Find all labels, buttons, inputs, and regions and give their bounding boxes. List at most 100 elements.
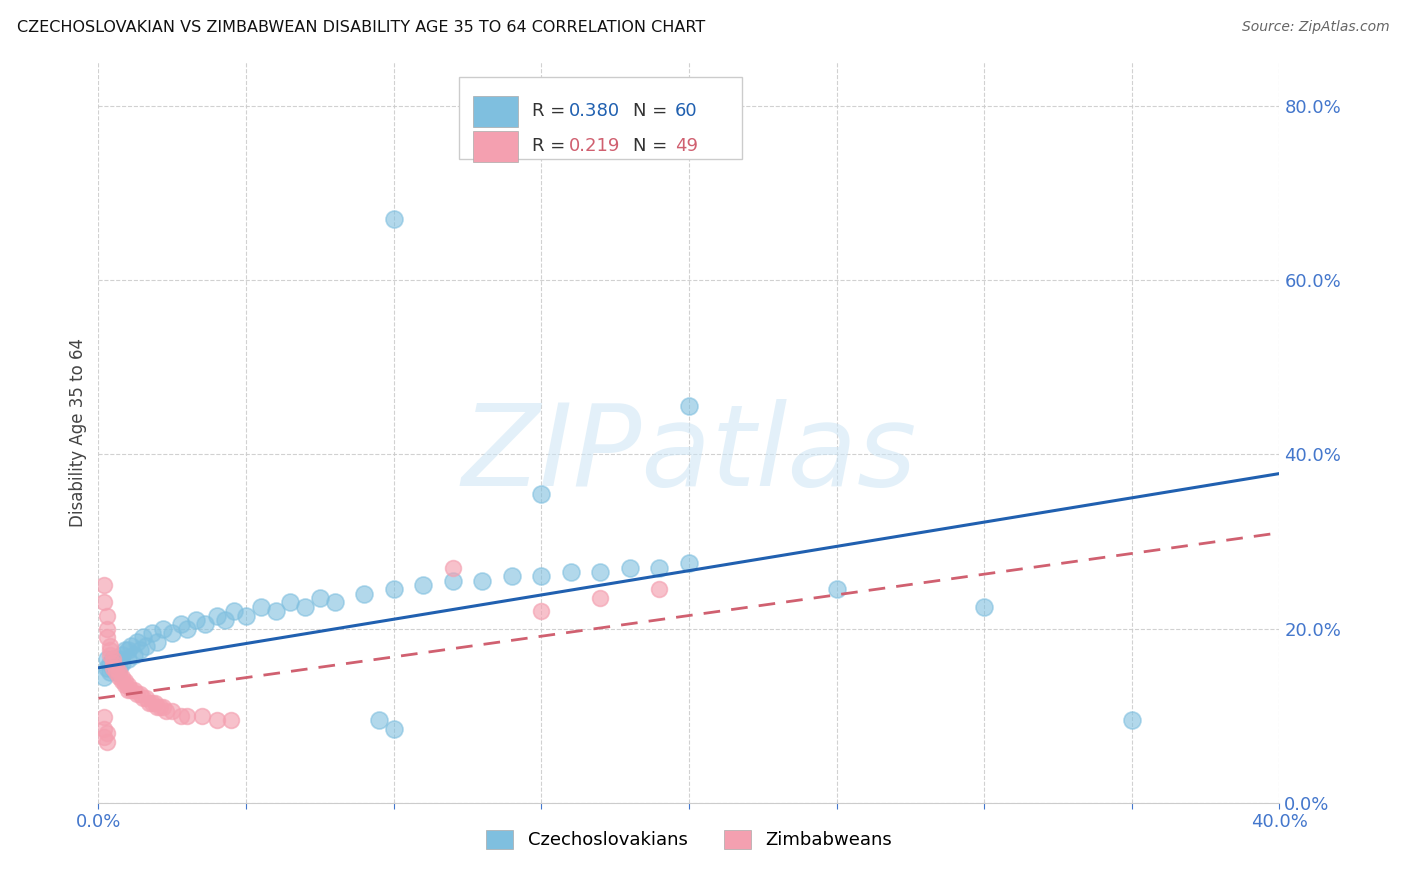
Text: N =: N = [634,137,673,155]
Y-axis label: Disability Age 35 to 64: Disability Age 35 to 64 [69,338,87,527]
Point [146,634,169,648]
Text: CZECHOSLOVAKIAN VS ZIMBABWEAN DISABILITY AGE 35 TO 64 CORRELATION CHART: CZECHOSLOVAKIAN VS ZIMBABWEAN DISABILITY… [17,20,706,35]
Point [471,574,494,588]
Text: R =: R = [531,137,571,155]
Point [103,661,125,675]
Point [152,700,174,714]
Point [382,212,405,227]
Point [93,710,115,724]
Point [93,669,115,683]
Point [98,639,121,653]
Point [368,713,391,727]
Point [143,696,166,710]
Point [108,661,131,675]
Point [176,708,198,723]
Point [98,665,121,680]
Point [98,643,121,657]
Point [98,657,121,671]
Point [194,617,217,632]
Point [250,599,273,614]
Point [120,639,142,653]
Point [152,622,174,636]
Point [973,599,995,614]
Point [96,622,118,636]
Point [128,687,150,701]
Point [589,591,612,606]
Point [138,696,160,710]
Point [135,691,157,706]
Point [117,678,139,692]
Point [184,613,207,627]
Point [323,595,346,609]
Point [589,565,612,579]
Point [235,608,257,623]
Point [530,569,553,583]
Point [103,661,125,675]
Point [93,578,115,592]
Point [105,665,128,680]
Point [93,595,115,609]
Point [678,556,700,570]
Point [501,569,523,583]
Text: 0.380: 0.380 [568,103,620,120]
Point [382,722,405,736]
Point [105,661,128,675]
Point [108,669,131,683]
Point [441,560,464,574]
Point [560,565,582,579]
Point [93,722,115,736]
Point [111,657,134,671]
Point [149,700,172,714]
Point [128,643,150,657]
FancyBboxPatch shape [472,96,517,127]
Point [141,626,163,640]
Point [125,634,148,648]
Point [221,713,243,727]
Point [96,630,118,644]
Point [530,486,553,500]
Text: 0.219: 0.219 [568,137,620,155]
Point [122,682,145,697]
Point [412,578,434,592]
Point [132,630,155,644]
Text: 60: 60 [675,103,697,120]
Point [98,648,121,662]
Point [280,595,302,609]
Point [96,608,118,623]
Point [108,652,131,666]
Point [353,587,375,601]
Legend: Czechoslovakians, Zimbabweans: Czechoslovakians, Zimbabweans [479,823,898,856]
Point [135,639,157,653]
Point [309,591,332,606]
Point [224,604,246,618]
Point [132,691,155,706]
Point [176,622,198,636]
Point [205,713,228,727]
FancyBboxPatch shape [458,78,742,159]
Point [117,682,139,697]
Point [382,582,405,597]
Point [678,400,700,414]
Point [111,648,134,662]
Point [96,652,118,666]
Point [648,560,671,574]
Text: 49: 49 [675,137,697,155]
Point [825,582,848,597]
Text: ZIPatlas: ZIPatlas [461,400,917,510]
Point [105,665,128,680]
Point [103,652,125,666]
Point [103,657,125,671]
Point [114,678,136,692]
Point [114,673,136,688]
Point [141,696,163,710]
Point [117,652,139,666]
Point [162,626,183,640]
Point [170,708,193,723]
Point [162,704,183,718]
Point [264,604,287,618]
Point [122,648,145,662]
Point [93,731,115,745]
Text: Source: ZipAtlas.com: Source: ZipAtlas.com [1241,20,1389,34]
Point [103,652,125,666]
Text: N =: N = [634,103,673,120]
